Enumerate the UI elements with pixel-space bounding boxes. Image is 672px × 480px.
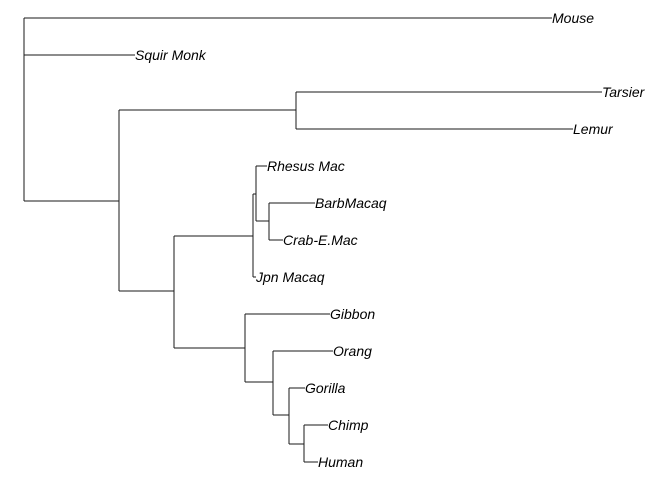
tip-label-crab-e-mac: Crab-E.Mac (283, 232, 358, 248)
tip-label-squir-monk: Squir Monk (135, 47, 207, 63)
tip-label-gorilla: Gorilla (305, 380, 346, 396)
tip-label-mouse: Mouse (552, 10, 594, 26)
tip-label-tarsier: Tarsier (602, 84, 646, 100)
tip-labels: Mouse Squir Monk Tarsier Lemur Rhesus Mac Bar… (135, 10, 646, 470)
tip-label-rhesus-mac: Rhesus Mac (267, 158, 345, 174)
tip-label-jpn-macaq: Jpn Macaq (255, 269, 325, 285)
tip-label-lemur: Lemur (573, 121, 614, 137)
tree-branches (23, 17, 602, 463)
tip-label-gibbon: Gibbon (330, 306, 375, 322)
tip-label-orang: Orang (333, 343, 372, 359)
tip-label-chimp: Chimp (328, 417, 369, 433)
tip-label-barbmacaq: BarbMacaq (315, 195, 387, 211)
tip-label-human: Human (318, 454, 363, 470)
